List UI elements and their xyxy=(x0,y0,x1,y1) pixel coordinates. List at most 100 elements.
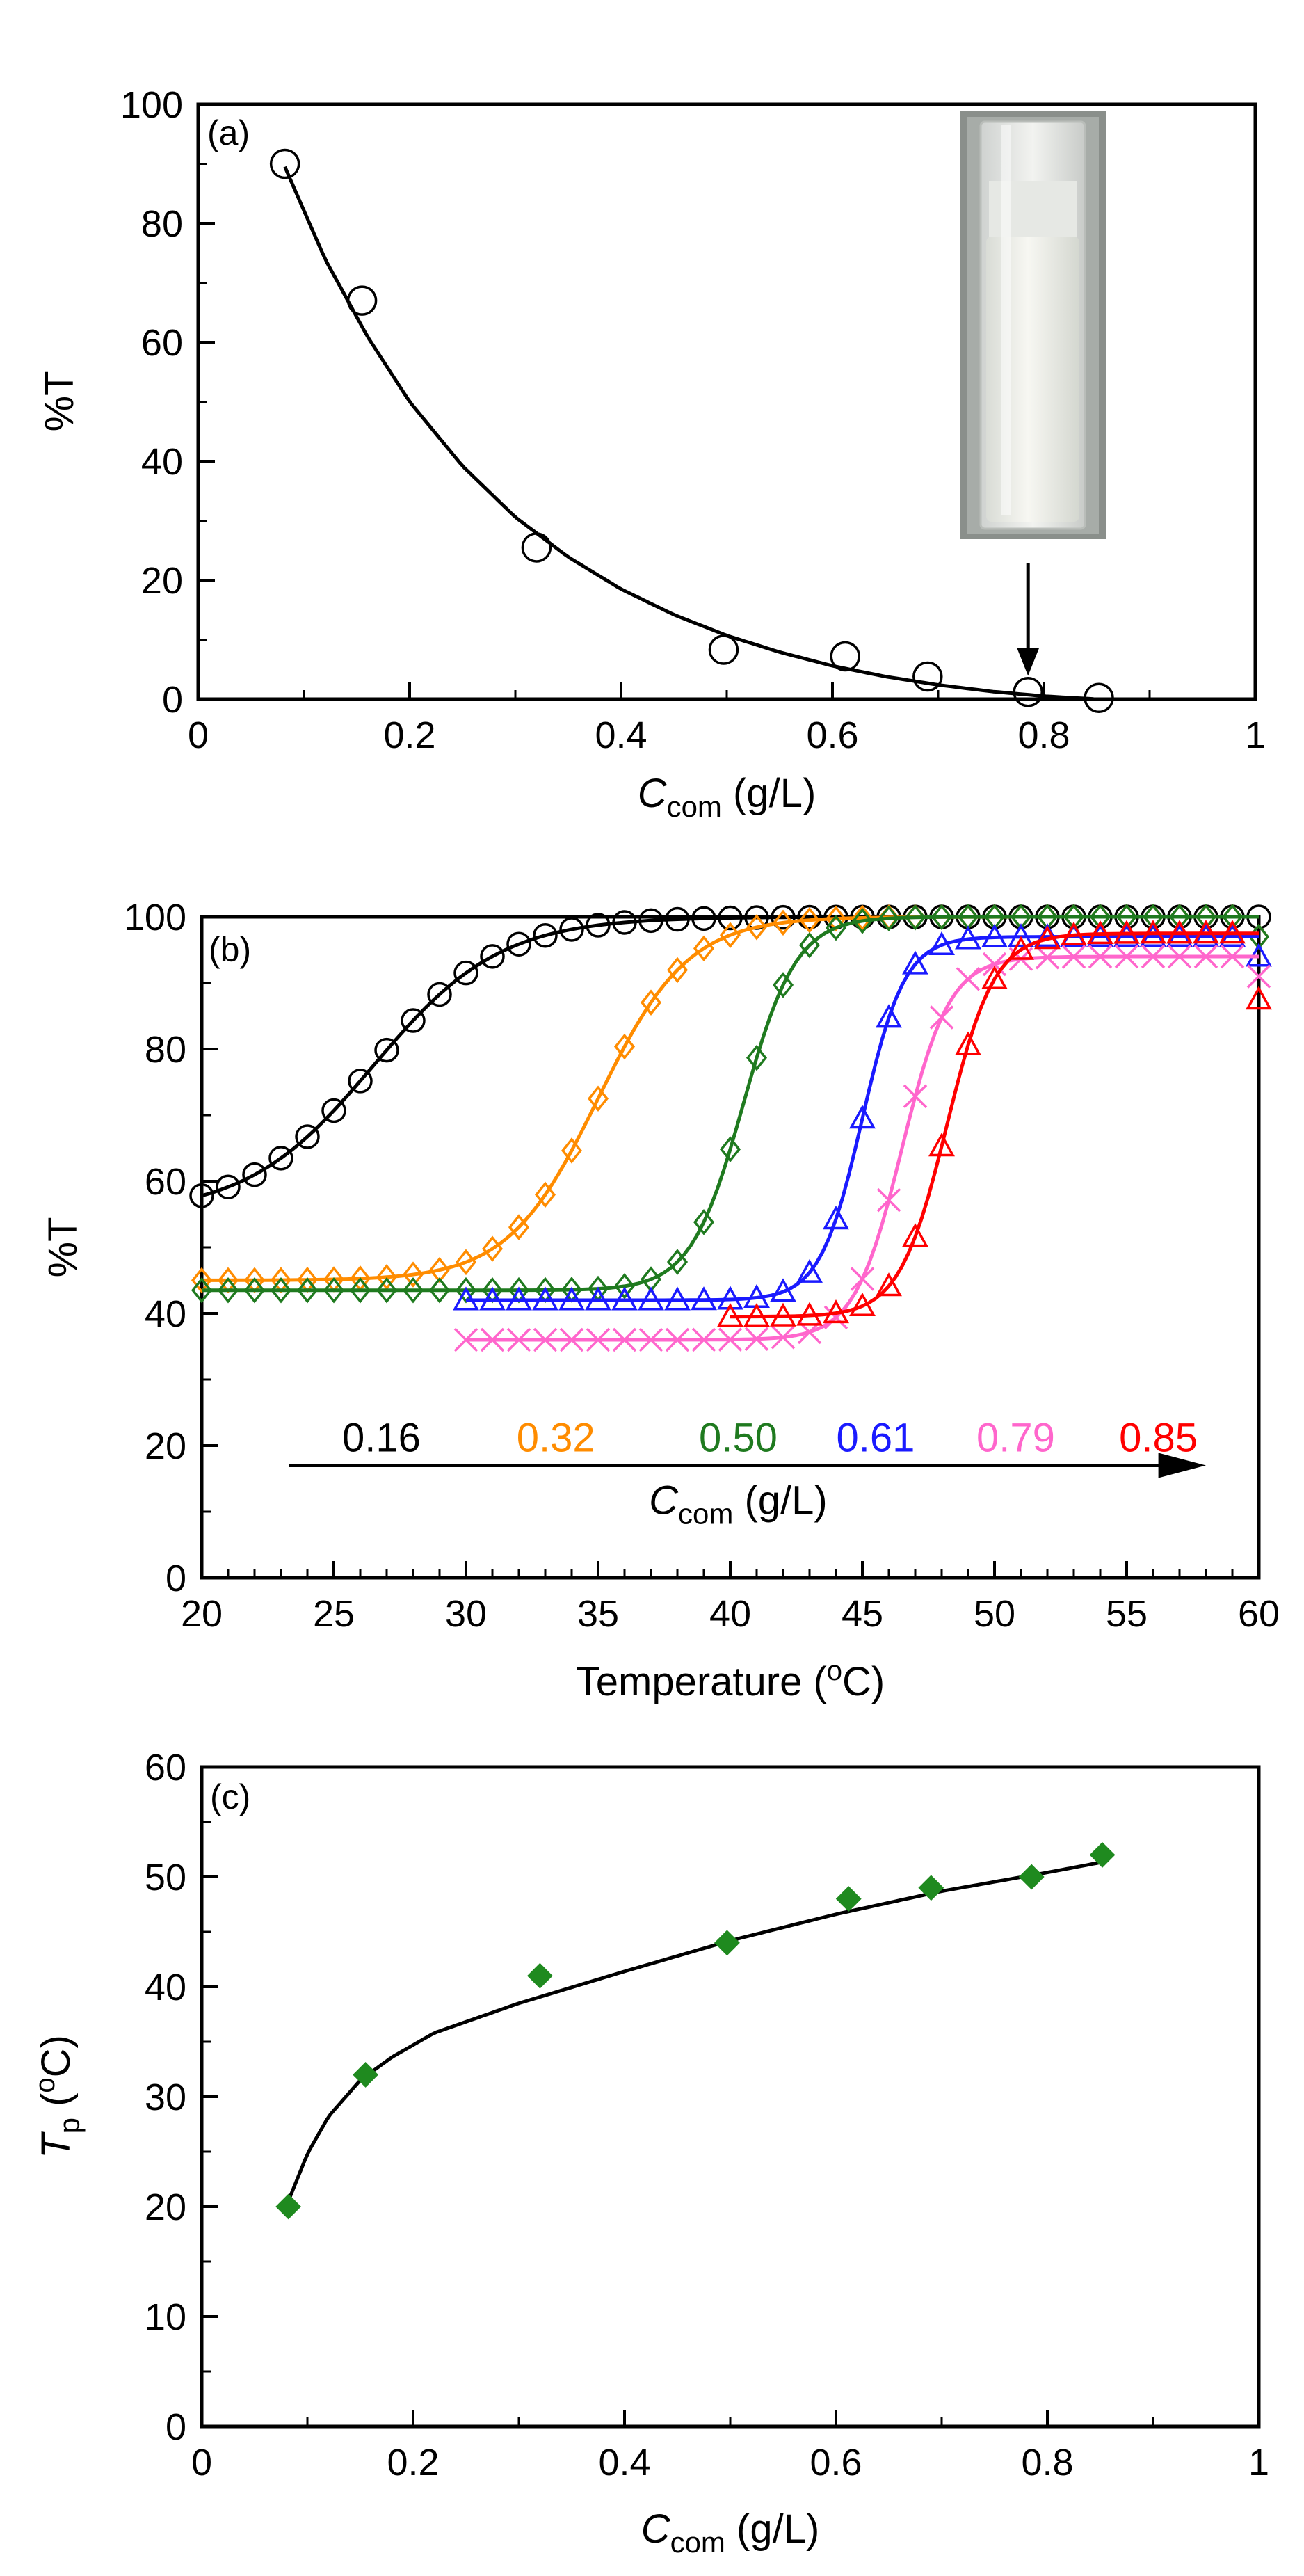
conc-label-0.16: 0.16 xyxy=(342,1416,421,1461)
data-point xyxy=(918,1875,944,1901)
concentration-axis: 0.16 0.32 0.50 0.61 0.79 0.85 Ccom (g/L) xyxy=(289,1416,1206,1530)
data-point xyxy=(850,1267,875,1291)
x-tick-label: 0.4 xyxy=(598,2442,650,2483)
x-tick-label: 45 xyxy=(842,1593,883,1635)
data-point xyxy=(217,1277,239,1304)
data-point xyxy=(1114,944,1139,969)
data-point xyxy=(719,1136,741,1162)
series-line xyxy=(202,915,1259,1282)
x-tick-label: 0.6 xyxy=(806,714,858,756)
data-point xyxy=(243,1277,266,1304)
series-line xyxy=(730,931,1259,1319)
data-point xyxy=(1113,920,1140,944)
data-point xyxy=(1008,936,1034,960)
y-tick-label: 0 xyxy=(166,2406,186,2448)
data-point xyxy=(691,1327,716,1352)
data-point xyxy=(189,1183,214,1208)
panel-a-label: (a) xyxy=(207,113,250,152)
data-point xyxy=(376,1277,398,1304)
data-point xyxy=(559,917,584,942)
panel-a-frame xyxy=(196,102,1257,701)
conc-label-0.79: 0.79 xyxy=(976,1416,1055,1461)
data-point xyxy=(508,1214,530,1240)
x-tick-label: 35 xyxy=(577,1593,619,1635)
data-point xyxy=(665,1327,690,1352)
data-point xyxy=(1246,986,1272,1010)
data-point xyxy=(929,1005,954,1030)
data-point xyxy=(746,1044,768,1071)
data-point xyxy=(666,1249,689,1275)
panel-b-frame xyxy=(200,915,1261,1580)
data-point xyxy=(295,1124,320,1149)
data-point xyxy=(585,1286,611,1311)
data-point xyxy=(1140,920,1166,944)
panel-c-label: (c) xyxy=(210,1777,250,1816)
data-point xyxy=(349,1277,371,1304)
data-point xyxy=(717,1303,743,1327)
y-tick-label: 10 xyxy=(145,2296,186,2338)
data-point xyxy=(558,1286,585,1311)
panel-b-xlabel: Temperature (oC) xyxy=(576,1656,885,1704)
data-point xyxy=(586,1327,611,1352)
conc-label-0.32: 0.32 xyxy=(517,1416,595,1461)
data-point xyxy=(955,1031,981,1055)
x-tick-label: 1 xyxy=(1245,714,1266,756)
x-tick-label: 0.8 xyxy=(1021,2442,1073,2483)
conc-label-0.85: 0.85 xyxy=(1119,1416,1198,1461)
data-point xyxy=(296,1277,319,1304)
data-point xyxy=(191,1277,213,1304)
conc-arrow-head xyxy=(1158,1453,1206,1478)
data-point xyxy=(1219,922,1246,947)
data-point xyxy=(1193,920,1219,944)
data-point xyxy=(1140,922,1166,947)
panel-a-fit-curve xyxy=(283,166,1094,701)
y-tick-label: 60 xyxy=(141,322,183,364)
panel-a-ylabel: %T xyxy=(37,371,82,432)
x-tick-label: 30 xyxy=(445,1593,487,1635)
data-point xyxy=(1141,944,1166,969)
data-point xyxy=(876,1004,902,1028)
panel-c-frame xyxy=(200,1765,1261,2429)
data-point xyxy=(638,908,663,934)
data-point xyxy=(903,1084,928,1109)
data-point xyxy=(928,931,955,956)
data-point xyxy=(746,914,768,941)
data-point xyxy=(717,1286,743,1310)
conc-label-0.61: 0.61 xyxy=(837,1416,915,1461)
y-tick-label: 20 xyxy=(145,1425,186,1467)
panel-c-markers xyxy=(275,1841,1116,2220)
data-point xyxy=(638,1286,664,1311)
data-point xyxy=(902,950,928,975)
data-point xyxy=(1089,1841,1116,1868)
x-tick-label: 25 xyxy=(313,1593,355,1635)
data-point xyxy=(876,1187,901,1213)
data-point xyxy=(242,1162,267,1187)
y-tick-label: 40 xyxy=(141,441,183,483)
data-point xyxy=(453,1327,478,1352)
data-point xyxy=(506,931,531,957)
data-point xyxy=(823,1305,848,1329)
data-point xyxy=(904,904,926,931)
data-point xyxy=(521,532,552,563)
data-point xyxy=(823,1299,849,1324)
x-tick-label: 0.4 xyxy=(595,714,647,756)
data-point xyxy=(1061,945,1086,969)
data-point xyxy=(665,906,690,932)
data-point xyxy=(374,1037,399,1063)
x-tick-label: 50 xyxy=(974,1593,1015,1635)
data-point xyxy=(902,1223,928,1247)
data-point xyxy=(772,909,794,936)
panel-c-fit-curve xyxy=(287,1859,1105,2202)
x-tick-label: 0.2 xyxy=(383,714,435,756)
series-0.61 xyxy=(453,922,1272,1311)
data-point xyxy=(1087,920,1113,945)
data-point xyxy=(612,1327,637,1352)
data-point xyxy=(1167,944,1192,969)
data-point xyxy=(612,910,637,935)
data-point xyxy=(718,905,743,931)
data-point xyxy=(796,1258,823,1283)
y-tick-label: 100 xyxy=(120,84,183,126)
panel-c-ylabel: Tp (oC) xyxy=(30,2035,86,2159)
data-point xyxy=(321,1098,346,1123)
